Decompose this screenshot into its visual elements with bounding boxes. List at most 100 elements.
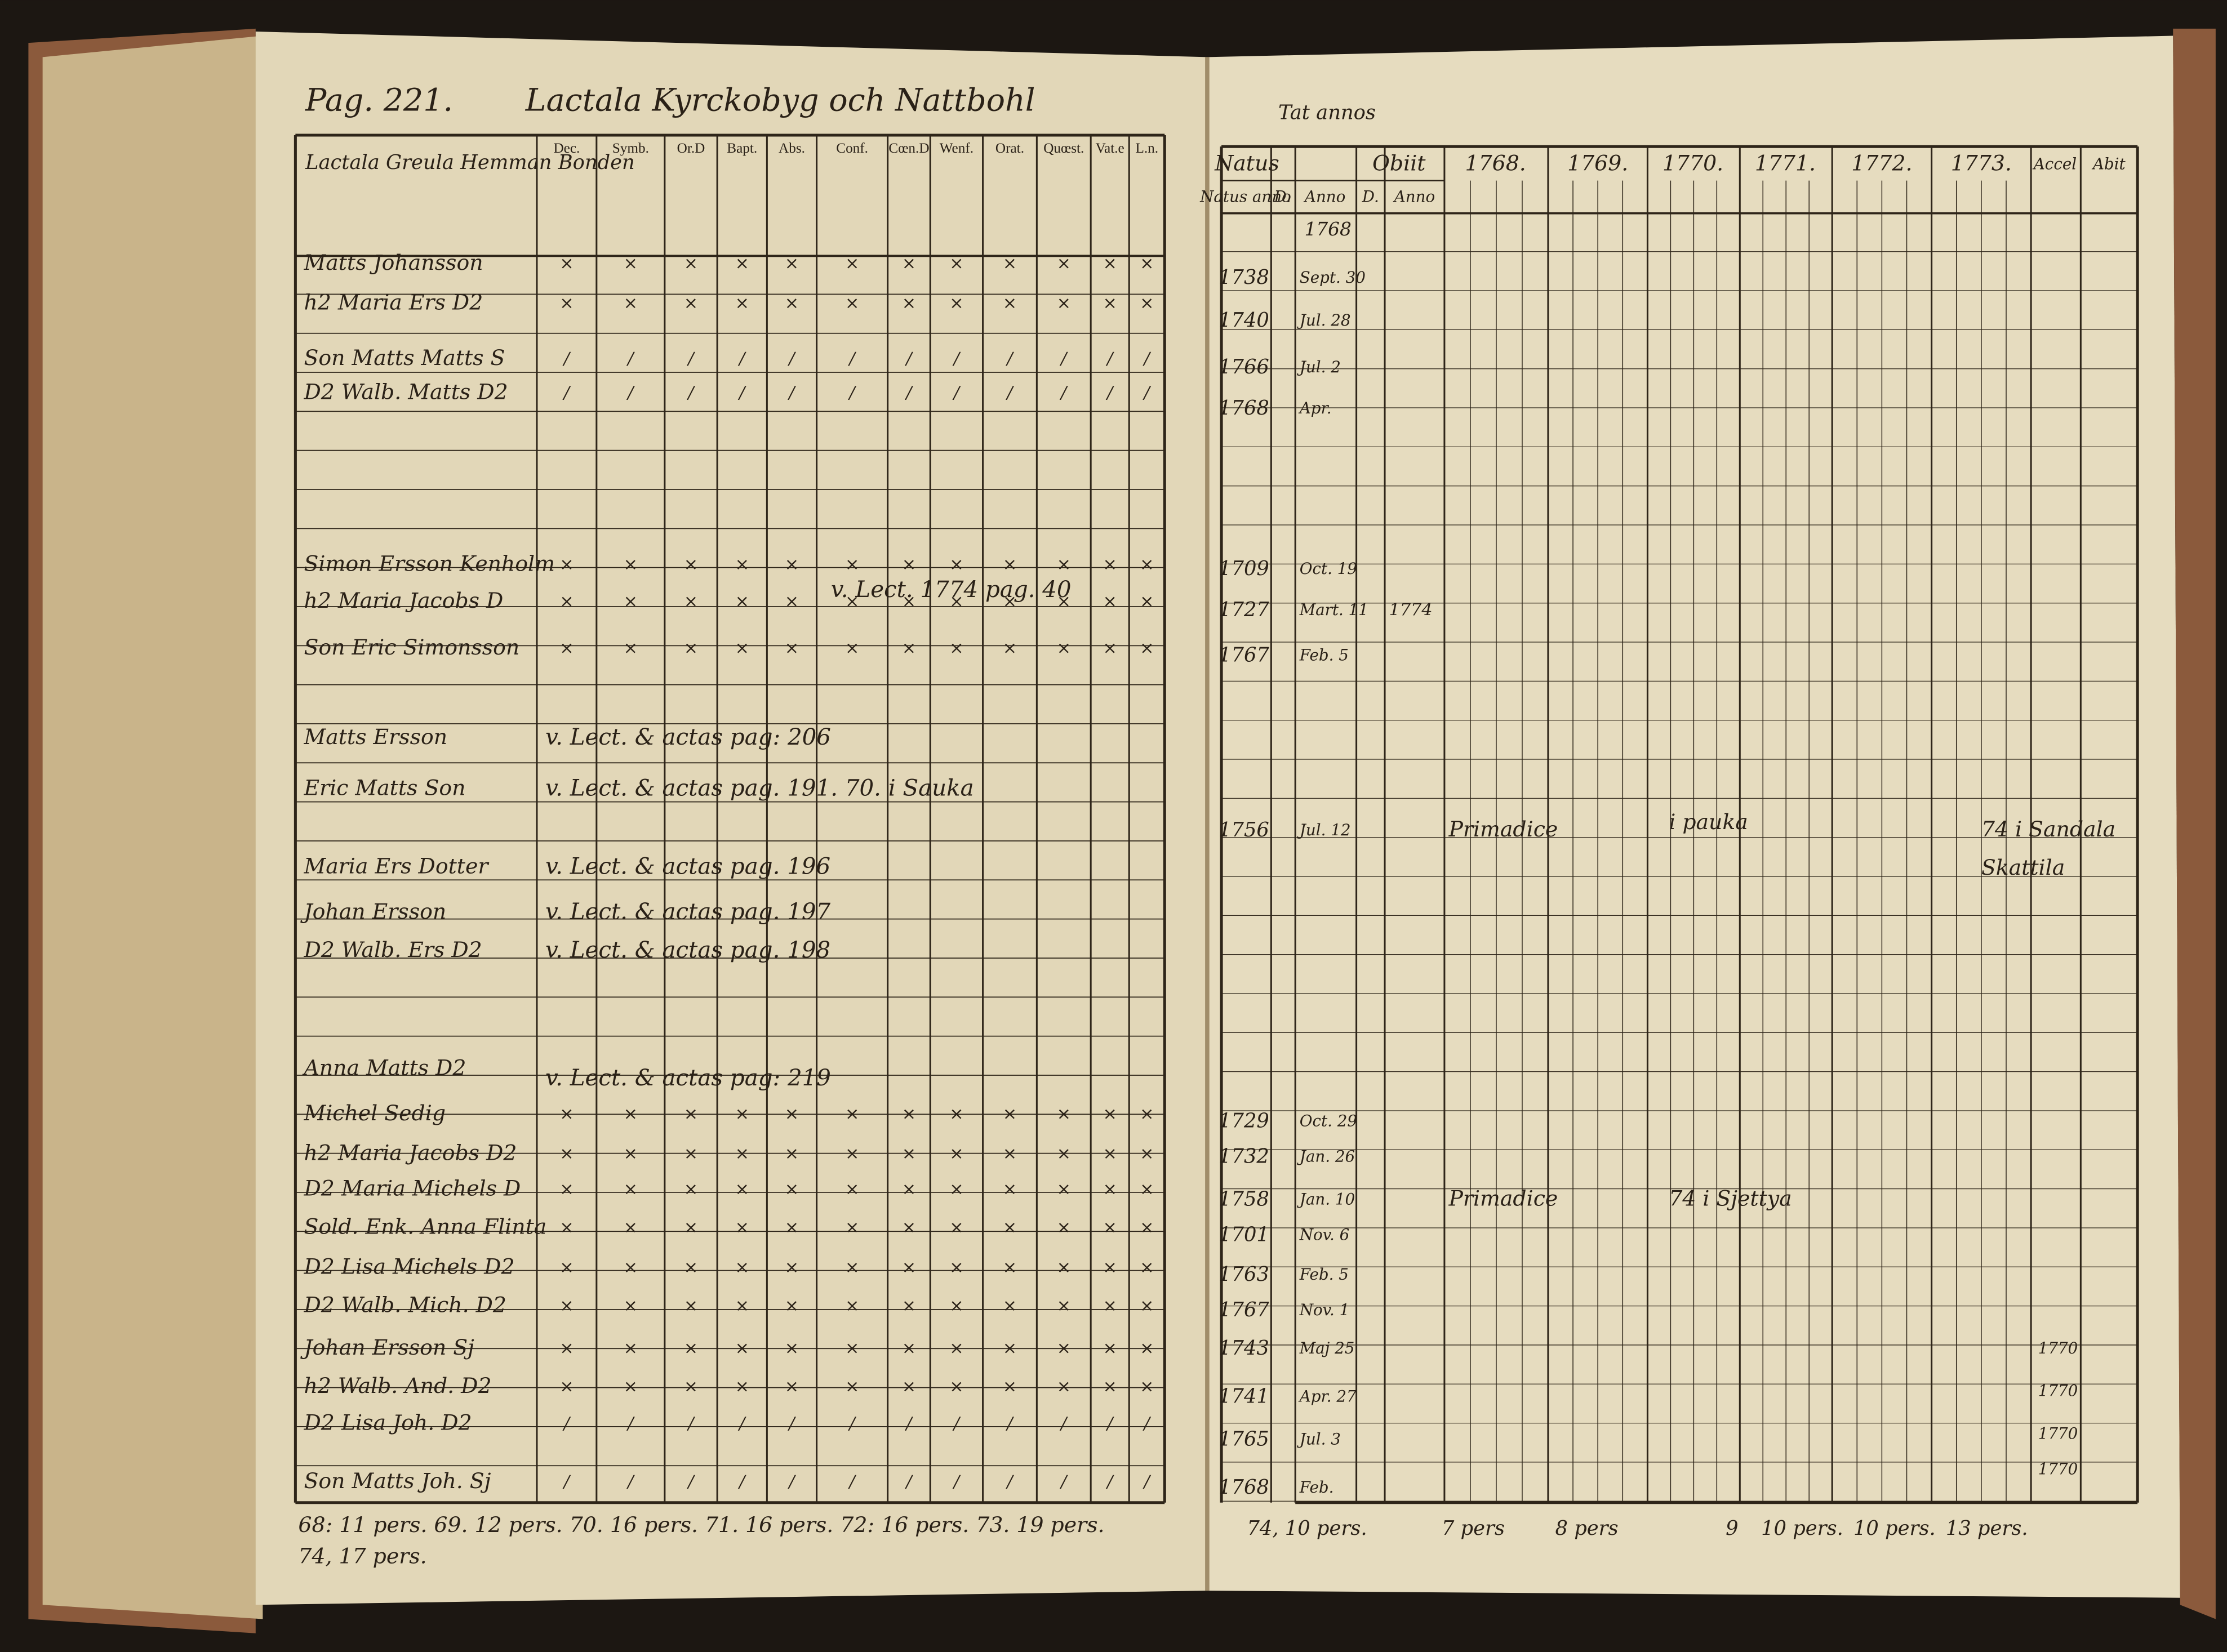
column-header: Obiit	[1372, 150, 1426, 175]
right-footer: 10 pers.	[1853, 1517, 1936, 1540]
column-header: Abs.	[779, 141, 805, 156]
cell-mark: ×	[1003, 1258, 1017, 1277]
cell-mark: ×	[1140, 1339, 1154, 1359]
cell-mark: ×	[1140, 1105, 1154, 1124]
cell-mark: ×	[902, 1105, 916, 1124]
cell-mark: ×	[845, 293, 859, 313]
person-name: D2 Lisa Michels D2	[304, 1254, 515, 1279]
birth-year: 1766	[1219, 355, 1269, 379]
birth-year: 1767	[1219, 644, 1269, 667]
cell-mark: ×	[684, 1339, 698, 1359]
cell-mark: ×	[845, 555, 859, 575]
cell-mark: ×	[845, 253, 859, 273]
cell-mark: /	[787, 1414, 796, 1433]
person-name: Johan Ersson	[300, 899, 447, 924]
cell-mark: ×	[1003, 1144, 1017, 1164]
birth-date: Apr.	[1298, 399, 1332, 417]
cell-mark: ×	[845, 1339, 859, 1359]
cell-mark: ×	[735, 1296, 749, 1316]
cell-mark: ×	[1057, 1339, 1071, 1359]
column-header: Wenf.	[940, 141, 974, 156]
right-footer: 13 pers.	[1946, 1517, 2028, 1540]
person-name: h2 Walb. And. D2	[304, 1373, 492, 1398]
register-note: v. Lect. & actas pag: 206	[545, 724, 831, 750]
cell-mark: ×	[559, 1296, 574, 1316]
cell-mark: ×	[1103, 1296, 1117, 1316]
cell-mark: /	[562, 1414, 571, 1433]
register-note: v. Lect. & actas pag: 219	[545, 1065, 831, 1091]
cell-mark: ×	[902, 591, 916, 611]
left-footer: 74, 17 pers.	[298, 1544, 426, 1569]
birth-year: 1738	[1219, 266, 1269, 289]
cell-mark: ×	[902, 1339, 916, 1359]
cell-mark: ×	[1057, 1377, 1071, 1397]
cell-mark: ×	[1003, 253, 1017, 273]
cell-mark: ×	[1057, 253, 1071, 273]
cell-mark: ×	[949, 1144, 963, 1164]
cell-mark: ×	[845, 1296, 859, 1316]
birth-year: 1756	[1219, 818, 1269, 841]
column-header: Orat.	[995, 141, 1024, 156]
cell-mark: /	[562, 349, 571, 368]
register-note: 1770	[2038, 1459, 2078, 1478]
column-header: 1773.	[1951, 150, 2012, 175]
birth-date: Feb. 5	[1299, 646, 1349, 665]
cell-mark: ×	[684, 1258, 698, 1277]
cell-mark: ×	[785, 293, 799, 313]
right-footer: 9	[1726, 1517, 1738, 1540]
birth-year: 1701	[1219, 1223, 1269, 1246]
cell-mark: ×	[1057, 1258, 1071, 1277]
cell-mark: ×	[785, 555, 799, 575]
person-name: Anna Matts D2	[303, 1055, 466, 1080]
column-header: Dec.	[553, 141, 580, 156]
person-name: Matts Johansson	[304, 250, 483, 275]
column-header: Bapt.	[727, 141, 757, 156]
birth-date: Oct. 29	[1300, 1112, 1357, 1130]
cell-mark: ×	[1057, 639, 1071, 658]
column-header: Quœst.	[1043, 141, 1084, 156]
cell-mark: ×	[845, 1105, 859, 1124]
cell-mark: /	[1005, 383, 1014, 403]
right-heading: Tat annos	[1278, 101, 1376, 124]
person-name: h2 Maria Ers D2	[304, 290, 483, 315]
register-note: 1770	[2038, 1339, 2078, 1357]
cell-mark: ×	[785, 253, 799, 273]
column-header: 1768.	[1465, 150, 1526, 175]
cell-mark: ×	[1140, 1377, 1154, 1397]
cell-mark: ×	[902, 253, 916, 273]
cell-mark: /	[952, 349, 961, 368]
cell-mark: ×	[559, 1218, 574, 1237]
cell-mark: /	[848, 1414, 857, 1433]
cell-mark: ×	[1140, 1296, 1154, 1316]
cell-mark: ×	[949, 1339, 963, 1359]
cell-mark: /	[626, 383, 635, 403]
cell-mark: ×	[845, 1144, 859, 1164]
cell-mark: ×	[1003, 639, 1017, 658]
cell-mark: ×	[624, 1296, 638, 1316]
birth-year: 1741	[1219, 1385, 1269, 1408]
cell-mark: ×	[735, 1144, 749, 1164]
cell-mark: /	[787, 1472, 796, 1491]
cell-mark: /	[904, 349, 913, 368]
cell-mark: ×	[1140, 555, 1154, 575]
cell-mark: ×	[1140, 253, 1154, 273]
register-note: 1770	[2038, 1382, 2078, 1400]
birth-year: 1743	[1219, 1337, 1269, 1360]
cell-mark: ×	[949, 1218, 963, 1237]
cell-mark: ×	[949, 253, 963, 273]
birth-year: 1768	[1219, 1476, 1269, 1499]
cell-mark: ×	[559, 639, 574, 658]
column-header: L.n.	[1135, 141, 1158, 156]
cell-mark: /	[1143, 383, 1152, 403]
cell-mark: ×	[684, 1218, 698, 1237]
cell-mark: ×	[949, 591, 963, 611]
person-name: Simon Ersson Kenholm	[304, 551, 555, 576]
cell-mark: ×	[1103, 293, 1117, 313]
column-header: Abit	[2091, 154, 2126, 173]
sub-header: D.	[1362, 187, 1379, 206]
cell-mark: ×	[845, 1377, 859, 1397]
cell-mark: ×	[902, 1179, 916, 1199]
cell-mark: /	[562, 383, 571, 403]
cell-mark: ×	[559, 253, 574, 273]
person-name: D2 Maria Michels D	[304, 1176, 521, 1201]
